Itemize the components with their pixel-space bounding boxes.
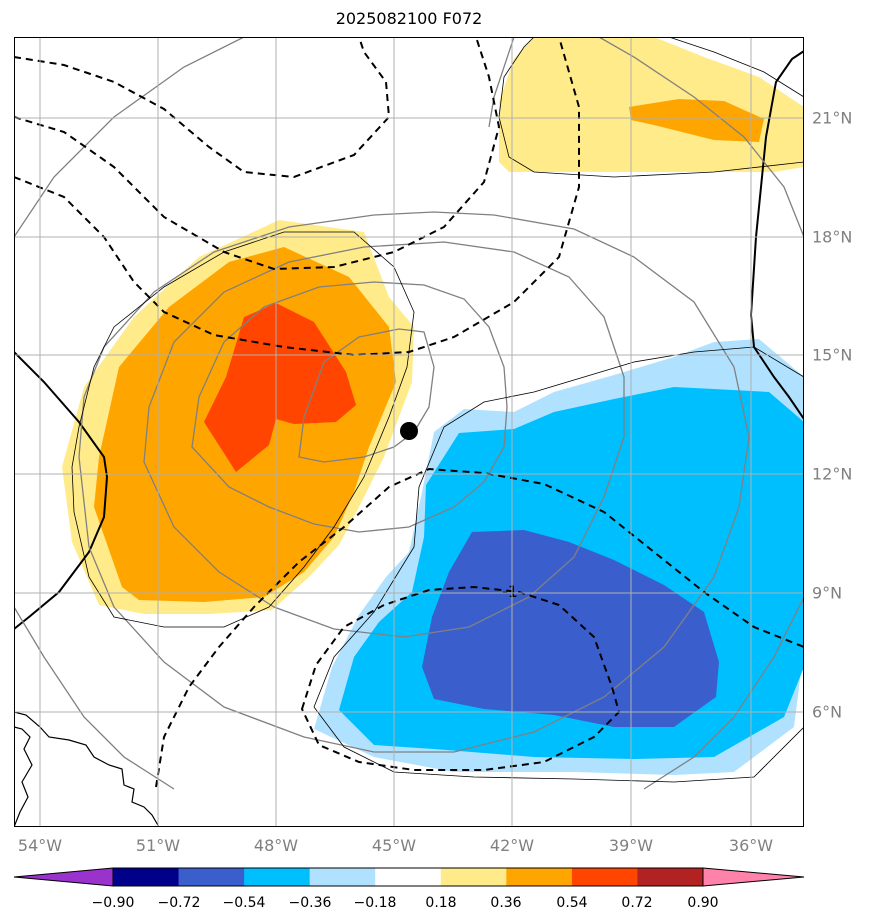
lon-label-54w: 54°W (17, 836, 63, 855)
colorbar-segment (637, 868, 704, 886)
lon-label-39w: 39°W (608, 836, 654, 855)
colorbar-segment (178, 868, 245, 886)
colorbar-segment (571, 868, 638, 886)
map-border (14, 37, 804, 827)
lat-label-21n: 21°N (812, 108, 853, 128)
colorbar-tick: −0.72 (157, 895, 201, 911)
lon-label-36w: 36°W (728, 836, 774, 855)
lat-label-15n: 15°N (812, 345, 853, 365)
coastline-south-america (14, 711, 160, 827)
positive-anomaly-strong (204, 303, 356, 472)
colorbar-segment (309, 868, 376, 886)
lat-label-12n: 12°N (812, 464, 853, 484)
colorbar-tick: −0.36 (288, 895, 332, 911)
colorbar-tick: 0.72 (621, 895, 653, 911)
map-svg: -1 (14, 37, 804, 827)
storm-center-marker (400, 422, 418, 440)
colorbar-tick: −0.18 (353, 895, 397, 911)
colorbar-tick: 0.36 (490, 895, 522, 911)
map-title: 2025082100 F072 (335, 9, 483, 28)
lat-label-18n: 18°N (812, 227, 853, 247)
colorbar-segment (244, 868, 311, 886)
colorbar-segment (440, 868, 507, 886)
colorbar-tick: 0.18 (425, 895, 457, 911)
colorbar-tick: −0.54 (222, 895, 266, 911)
thin-black-contours (71, 37, 804, 783)
colorbar-tick: 0.54 (556, 895, 588, 911)
colorbar-extend-max (703, 868, 804, 886)
lat-label-9n: 9°N (812, 583, 843, 603)
contour-value-label: -1 (502, 582, 518, 601)
colorbar-segment (113, 868, 180, 886)
gray-contours (14, 37, 804, 790)
boundary-east (749, 50, 804, 420)
gridlines (14, 37, 804, 827)
colorbar (13, 867, 805, 887)
lon-label-42w: 42°W (489, 836, 535, 855)
colorbar-segment (506, 868, 573, 886)
lon-label-51w: 51°W (135, 836, 181, 855)
coastline-south-america-inner (14, 726, 33, 827)
lon-label-48w: 48°W (253, 836, 299, 855)
colorbar-segment (375, 868, 442, 886)
negative-anomaly-strong (422, 530, 719, 727)
map-panel: -1 (14, 37, 804, 827)
dashed-contours (14, 37, 804, 788)
positive-anomaly-ne-mid (629, 99, 764, 142)
boundary-west (14, 351, 109, 630)
lon-label-45w: 45°W (371, 836, 417, 855)
colorbar-extend-min (14, 868, 113, 886)
lat-label-6n: 6°N (812, 702, 843, 722)
colorbar-tick: 0.90 (687, 895, 719, 911)
colorbar-tick: −0.90 (91, 895, 135, 911)
